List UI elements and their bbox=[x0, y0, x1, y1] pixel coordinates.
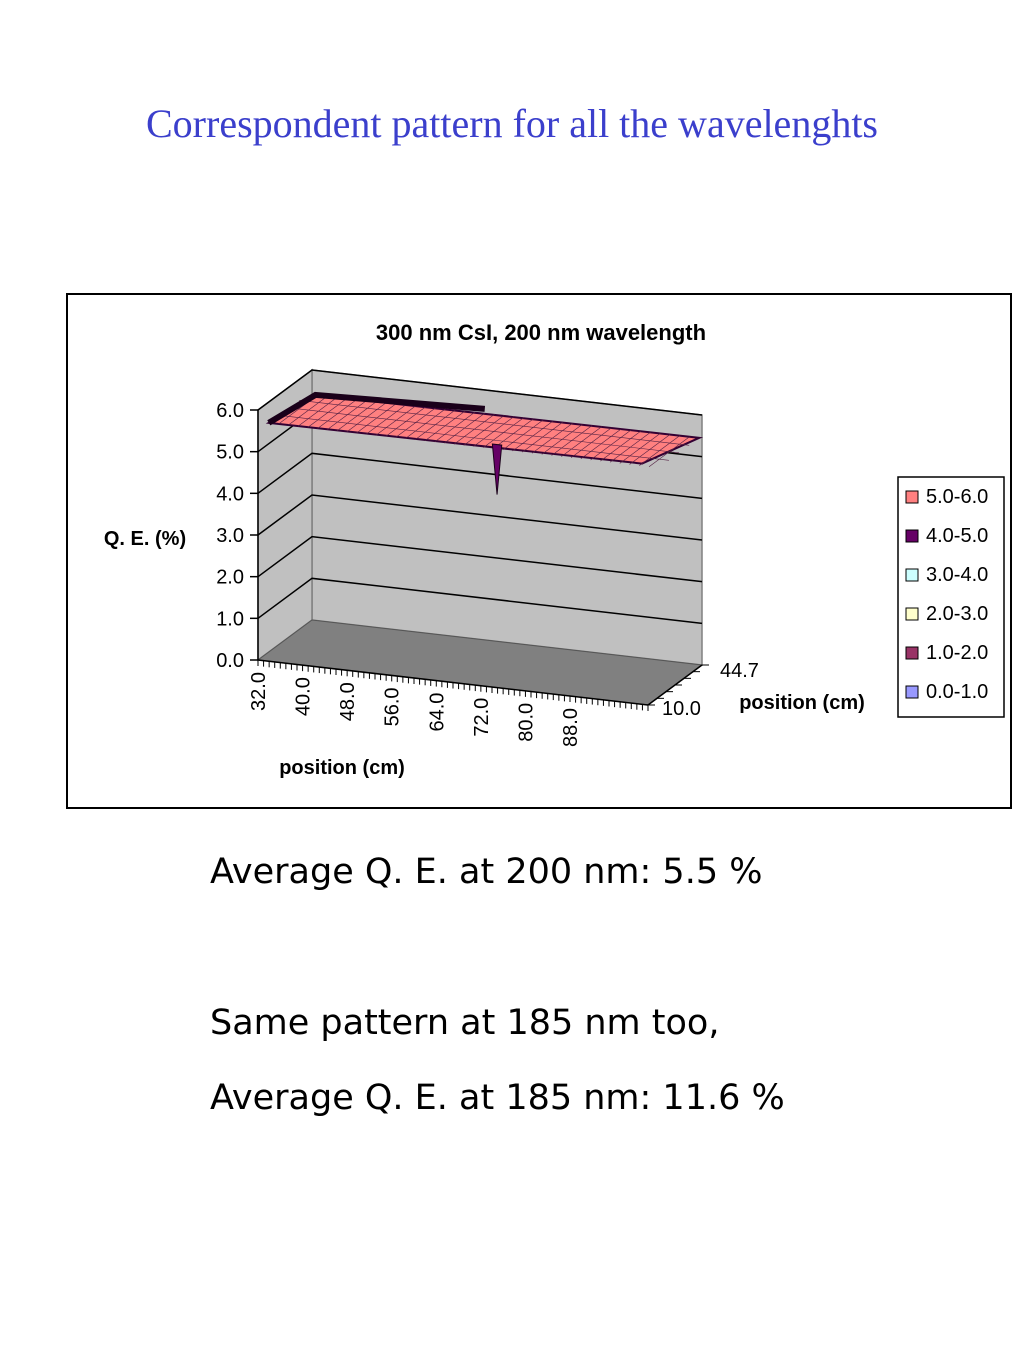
y-tick-label: 44.7 bbox=[720, 660, 759, 682]
x-tick-label: 32.0 bbox=[248, 672, 270, 711]
x-tick-label: 40.0 bbox=[293, 677, 315, 716]
x-tick-label: 80.0 bbox=[515, 703, 537, 742]
x-tick-label: 64.0 bbox=[426, 693, 448, 732]
z-tick-label: 0.0 bbox=[216, 650, 244, 672]
z-tick-label: 5.0 bbox=[216, 442, 244, 464]
y-tick-label: 10.0 bbox=[662, 698, 701, 720]
legend-label: 3.0-4.0 bbox=[926, 564, 988, 586]
note-average-185nm: Average Q. E. at 185 nm: 11.6 % bbox=[210, 1078, 785, 1118]
legend-swatch bbox=[905, 607, 919, 621]
legend-label: 1.0-2.0 bbox=[926, 642, 988, 664]
gridline bbox=[257, 577, 703, 625]
legend-label: 5.0-6.0 bbox=[926, 486, 988, 508]
x-tick-label: 56.0 bbox=[382, 687, 404, 726]
legend-swatch bbox=[905, 529, 919, 543]
legend-swatch bbox=[905, 568, 919, 582]
x-tick-label: 88.0 bbox=[560, 708, 582, 747]
legend-label: 2.0-3.0 bbox=[926, 603, 988, 625]
y-axis-label: position (cm) bbox=[739, 692, 865, 714]
note-same-pattern: Same pattern at 185 nm too, bbox=[210, 1003, 720, 1043]
z-axis-label: Q. E. (%) bbox=[104, 528, 186, 550]
legend-label: 4.0-5.0 bbox=[926, 525, 988, 547]
chart-surface bbox=[265, 391, 704, 495]
x-tick-label: 48.0 bbox=[337, 682, 359, 721]
surface-hatch bbox=[289, 407, 680, 454]
z-tick-label: 4.0 bbox=[216, 483, 244, 505]
gridline bbox=[257, 452, 703, 500]
chart-title: 300 nm CsI, 200 nm wavelength bbox=[376, 320, 706, 345]
chart-frame: 0.0 1.0 2.0 3.0 4.0 5.0 6.0 32.0 40.0 48.0 56.0 64.… bbox=[66, 293, 1012, 809]
surface-rim bbox=[267, 391, 486, 426]
note-average-200nm: Average Q. E. at 200 nm: 5.5 % bbox=[210, 852, 763, 892]
legend-swatch bbox=[905, 685, 919, 699]
chart-svg: 0.0 1.0 2.0 3.0 4.0 5.0 6.0 32.0 40.0 48.0 56.0 64.… bbox=[104, 320, 1005, 779]
chart-ticks: 0.0 1.0 2.0 3.0 4.0 5.0 6.0 32.0 40.0 48.0 56.0 64.… bbox=[216, 400, 759, 747]
legend-swatch bbox=[905, 646, 919, 660]
legend-label: 0.0-1.0 bbox=[926, 681, 988, 703]
surface-hatch bbox=[278, 415, 669, 461]
surface-dip bbox=[491, 443, 503, 495]
z-tick-label: 1.0 bbox=[216, 608, 244, 630]
slide-title: Correspondent pattern for all the wavele… bbox=[146, 101, 878, 146]
legend-swatch bbox=[905, 490, 919, 504]
legend-box bbox=[897, 476, 1005, 718]
chart-legend: 5.0-6.0 4.0-5.0 3.0-4.0 2.0-3.0 1.0-2.0 0.0-1… bbox=[897, 476, 1005, 718]
gridline bbox=[257, 494, 703, 541]
z-tick-label: 3.0 bbox=[216, 525, 244, 547]
surface-hatch bbox=[299, 400, 690, 446]
x-tick-label: 72.0 bbox=[471, 698, 493, 737]
z-tick-label: 6.0 bbox=[216, 400, 244, 422]
z-tick-label: 2.0 bbox=[216, 567, 244, 589]
gridline bbox=[257, 369, 703, 416]
gridline bbox=[257, 535, 703, 583]
x-axis-label: position (cm) bbox=[279, 757, 405, 779]
